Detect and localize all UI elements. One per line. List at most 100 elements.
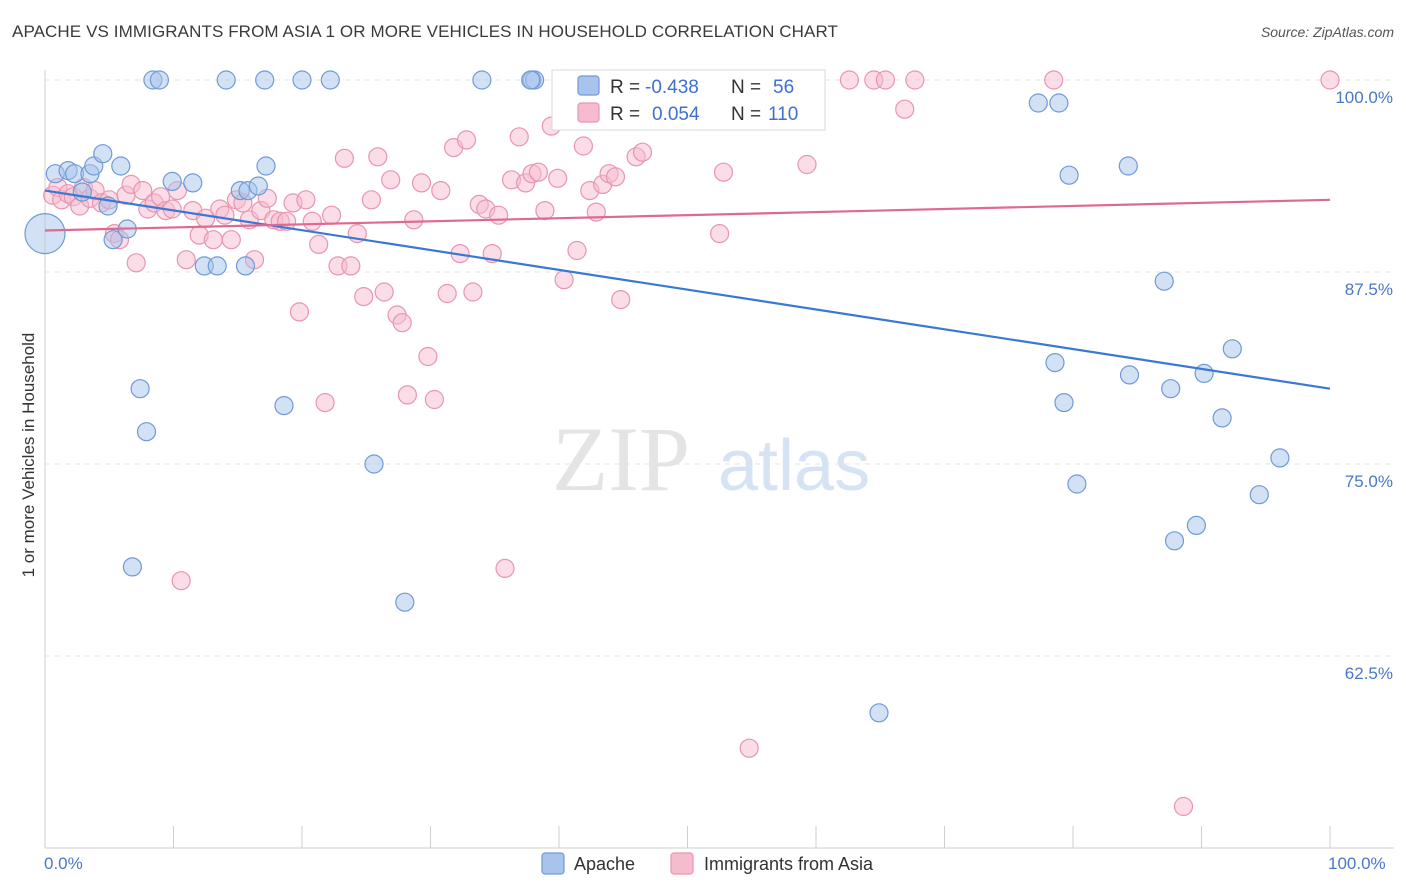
data-point <box>869 703 889 723</box>
y-tick-label: 87.5% <box>1345 280 1393 299</box>
data-point <box>374 282 394 302</box>
data-point <box>605 167 626 187</box>
data-point <box>130 379 150 399</box>
data-point <box>611 290 631 310</box>
watermark-atlas: atlas <box>718 426 870 506</box>
stats-legend-r-label-asia: R = <box>610 104 640 125</box>
data-point <box>302 211 322 231</box>
data-point <box>495 558 515 579</box>
data-point <box>1059 165 1079 185</box>
data-point <box>361 190 381 210</box>
data-point <box>149 70 169 90</box>
data-point <box>364 454 384 474</box>
data-point <box>1054 393 1074 413</box>
data-point <box>207 256 227 276</box>
data-point <box>176 250 196 270</box>
bottom-legend-asia-label: Immigrants from Asia <box>704 854 874 874</box>
data-point <box>322 205 342 225</box>
data-point <box>573 136 594 156</box>
data-point <box>535 201 555 221</box>
data-point <box>895 99 915 119</box>
data-point <box>341 256 361 276</box>
trend-lines <box>44 189 1331 390</box>
data-point <box>136 422 157 442</box>
data-point <box>437 283 457 304</box>
data-point <box>456 130 477 150</box>
watermark: ZIP atlas <box>552 408 870 510</box>
data-point <box>1249 485 1269 505</box>
stats-legend-asia-swatch <box>577 102 600 123</box>
asia-trend-line <box>44 198 1331 232</box>
x-tick-label-max: 100.0% <box>1328 854 1386 873</box>
data-point <box>183 173 203 193</box>
data-point <box>472 70 492 90</box>
y-axis-tick-labels: 100.0% 87.5% 75.0% 62.5% <box>1335 88 1393 683</box>
y-tick-label: 100.0% <box>1335 88 1393 107</box>
series-immigrants-from-asia <box>43 70 1340 817</box>
data-point <box>554 270 574 290</box>
data-point <box>1067 474 1087 494</box>
data-point <box>1118 156 1138 176</box>
data-point <box>397 385 417 405</box>
data-point <box>1028 93 1048 113</box>
chart-title: APACHE VS IMMIGRANTS FROM ASIA 1 OR MORE… <box>12 22 839 41</box>
data-point <box>1049 93 1069 113</box>
stats-legend-n-asia: 110 <box>768 104 798 125</box>
data-point <box>404 210 424 230</box>
data-point <box>1270 448 1290 468</box>
stats-legend-r-asia: 0.054 <box>652 104 700 125</box>
data-point <box>528 162 549 182</box>
data-point <box>122 557 142 577</box>
data-point <box>221 230 241 250</box>
data-point <box>739 738 759 758</box>
stats-legend-r-apache: -0.438 <box>645 77 699 98</box>
data-point <box>309 234 329 254</box>
data-point <box>1164 531 1185 551</box>
data-point <box>334 148 354 168</box>
data-point <box>1173 796 1194 817</box>
data-point <box>395 592 415 612</box>
data-point <box>1161 379 1181 399</box>
data-point <box>1186 515 1207 536</box>
data-point <box>235 256 256 276</box>
data-point <box>255 70 275 90</box>
data-point <box>256 156 276 176</box>
data-point <box>320 70 340 90</box>
data-point <box>289 302 309 322</box>
x-tick-label-min: 0.0% <box>44 854 83 873</box>
data-point <box>875 70 896 90</box>
bottom-legend-apache-swatch <box>541 852 565 875</box>
data-point <box>1320 70 1340 90</box>
bottom-legend-apache-label: Apache <box>574 854 635 874</box>
bottom-legend-asia-swatch <box>670 852 694 875</box>
data-point <box>1222 339 1242 359</box>
data-point <box>248 176 268 196</box>
stats-legend-n-label-apache: N = <box>731 77 761 98</box>
data-point <box>521 70 541 90</box>
data-point <box>509 127 529 147</box>
data-point <box>489 205 509 225</box>
data-point <box>709 224 730 244</box>
data-point <box>905 70 925 90</box>
data-point <box>1044 70 1064 90</box>
data-point <box>368 147 388 167</box>
data-point <box>418 346 438 367</box>
y-axis-label: 1 or more Vehicles in Household <box>19 333 38 578</box>
data-point <box>215 205 235 225</box>
data-point <box>354 287 374 307</box>
data-point <box>1212 408 1232 428</box>
stats-legend-n-label-asia: N = <box>731 104 761 125</box>
data-point <box>162 171 182 191</box>
apache-trend-line <box>44 189 1331 390</box>
data-point <box>1194 363 1214 383</box>
data-point <box>1045 353 1065 373</box>
data-point <box>381 170 401 190</box>
data-point <box>411 173 432 193</box>
data-point <box>171 571 191 591</box>
data-point <box>424 389 444 410</box>
data-point <box>713 162 734 182</box>
data-point <box>296 190 316 210</box>
stats-legend: R = -0.438 N = 56 R = 0.054 N = 110 <box>551 69 826 131</box>
data-point <box>274 396 294 416</box>
bottom-legend: Apache Immigrants from Asia <box>541 852 874 875</box>
